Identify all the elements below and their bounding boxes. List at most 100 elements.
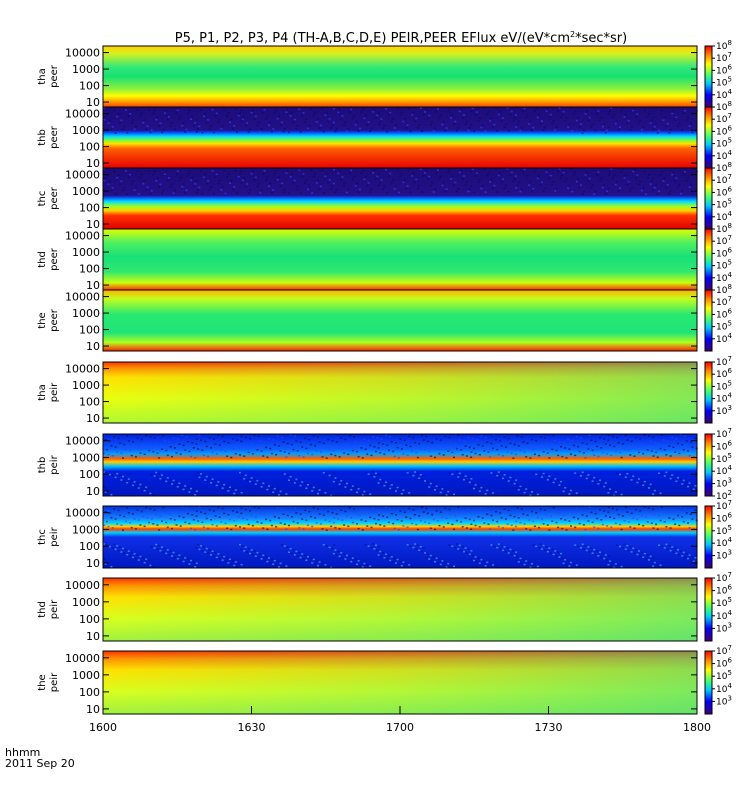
noise-speck — [522, 558, 525, 561]
noise-speck — [335, 513, 338, 515]
noise-speck — [168, 553, 171, 556]
noise-speck — [474, 452, 477, 455]
colorbar — [704, 433, 713, 497]
noise-speck — [223, 555, 226, 558]
noise-speck — [543, 126, 546, 129]
noise-speck — [542, 472, 545, 475]
noise-speck — [149, 492, 152, 495]
noise-speck — [354, 486, 357, 489]
noise-speck — [285, 456, 288, 458]
noise-speck — [195, 438, 198, 440]
noise-speck — [551, 548, 554, 551]
noise-speck — [672, 446, 675, 449]
noise-speck — [173, 519, 176, 521]
noise-speck — [660, 171, 663, 173]
noise-speck — [599, 180, 601, 182]
noise-speck — [444, 561, 447, 564]
colorbar-tick-label: 107 — [716, 51, 732, 64]
noise-speck — [152, 523, 155, 525]
noise-speck — [538, 474, 541, 477]
noise-speck — [104, 438, 107, 441]
noise-speck — [236, 511, 239, 513]
noise-speck — [567, 187, 570, 189]
noise-speck — [561, 485, 564, 488]
noise-speck — [543, 549, 546, 552]
noise-speck — [577, 517, 580, 520]
noise-speck — [493, 473, 496, 476]
noise-speck — [502, 117, 504, 119]
noise-speck — [169, 125, 172, 127]
noise-speck — [548, 529, 551, 531]
noise-speck — [241, 118, 244, 121]
noise-speck — [347, 453, 350, 456]
noise-speck — [473, 487, 475, 490]
noise-speck — [298, 108, 301, 111]
noise-speck — [503, 546, 506, 548]
noise-speck — [557, 110, 560, 112]
noise-speck — [263, 170, 266, 172]
noise-speck — [502, 549, 504, 552]
noise-speck — [490, 514, 493, 517]
noise-speck — [301, 446, 304, 448]
noise-speck — [473, 447, 475, 450]
noise-speck — [567, 560, 570, 562]
noise-speck — [659, 113, 662, 115]
noise-speck — [685, 180, 688, 182]
y-tick-label: 100 — [79, 202, 100, 215]
noise-speck — [194, 183, 197, 185]
noise-speck — [321, 528, 324, 530]
noise-speck — [322, 514, 325, 517]
noise-speck — [418, 515, 421, 517]
noise-speck — [450, 492, 453, 494]
noise-speck — [301, 553, 304, 555]
noise-speck — [539, 508, 542, 510]
noise-speck — [156, 116, 159, 118]
noise-speck — [215, 525, 218, 527]
noise-speck — [694, 437, 697, 440]
noise-speck — [353, 436, 356, 438]
noise-speck — [520, 490, 523, 492]
noise-speck — [575, 180, 578, 183]
noise-speck — [377, 442, 380, 444]
noise-speck — [411, 522, 414, 525]
noise-speck — [638, 451, 640, 454]
noise-speck — [434, 127, 436, 130]
y-label-probe: thd — [37, 601, 48, 618]
noise-speck — [130, 479, 133, 482]
noise-speck — [474, 114, 477, 116]
noise-speck — [621, 475, 624, 477]
noise-speck — [233, 492, 236, 495]
noise-speck — [512, 457, 515, 459]
noise-speck — [311, 490, 314, 492]
noise-speck — [587, 474, 590, 476]
noise-speck — [562, 490, 565, 493]
noise-speck — [148, 559, 151, 562]
noise-speck — [503, 508, 506, 510]
noise-speck — [330, 525, 333, 528]
noise-speck — [338, 456, 341, 458]
noise-speck — [613, 517, 616, 520]
noise-speck — [689, 122, 692, 125]
noise-speck — [375, 178, 377, 180]
noise-speck — [450, 117, 453, 119]
noise-speck — [523, 168, 526, 171]
noise-speck — [262, 455, 265, 457]
noise-speck — [499, 171, 502, 174]
noise-speck — [548, 177, 551, 180]
noise-speck — [324, 519, 327, 521]
noise-speck — [111, 527, 114, 529]
noise-speck — [354, 441, 357, 443]
noise-speck — [207, 552, 210, 555]
noise-speck — [190, 527, 192, 530]
noise-speck — [448, 472, 451, 474]
y-label-probe: thd — [37, 251, 48, 268]
noise-speck — [328, 179, 331, 181]
noise-speck — [652, 189, 655, 192]
noise-speck — [447, 562, 450, 565]
noise-speck — [632, 547, 635, 550]
noise-speck — [554, 439, 557, 442]
noise-speck — [617, 513, 620, 516]
noise-speck — [114, 446, 117, 448]
noise-speck — [626, 544, 629, 547]
